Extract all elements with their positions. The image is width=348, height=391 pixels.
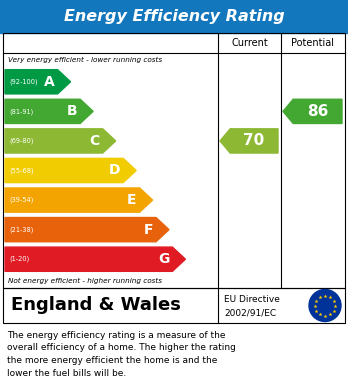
Polygon shape	[5, 158, 136, 183]
Text: Not energy efficient - higher running costs: Not energy efficient - higher running co…	[8, 278, 162, 284]
Polygon shape	[5, 217, 169, 242]
Text: Current: Current	[231, 38, 268, 48]
Text: C: C	[89, 134, 100, 148]
Text: EU Directive: EU Directive	[224, 295, 280, 304]
Polygon shape	[283, 99, 342, 124]
Text: G: G	[158, 252, 169, 266]
Text: D: D	[109, 163, 120, 178]
Bar	[0, 0, 348, 33]
Bar	[3, 33, 345, 288]
Text: 86: 86	[307, 104, 328, 119]
Text: 2002/91/EC: 2002/91/EC	[224, 308, 276, 317]
Text: E: E	[127, 193, 137, 207]
Polygon shape	[5, 70, 71, 94]
Bar	[3, 288, 345, 323]
Circle shape	[309, 289, 341, 321]
Text: The energy efficiency rating is a measure of the
overall efficiency of a home. T: The energy efficiency rating is a measur…	[7, 331, 236, 377]
Polygon shape	[5, 188, 153, 212]
Text: Energy Efficiency Rating: Energy Efficiency Rating	[64, 9, 284, 24]
Text: (69-80): (69-80)	[9, 138, 33, 144]
Polygon shape	[220, 129, 278, 153]
Text: A: A	[44, 75, 55, 89]
Text: 70: 70	[244, 133, 265, 149]
Text: England & Wales: England & Wales	[11, 296, 181, 314]
Polygon shape	[5, 247, 185, 271]
Text: (55-68): (55-68)	[9, 167, 34, 174]
Text: F: F	[143, 222, 153, 237]
Text: Potential: Potential	[292, 38, 334, 48]
Text: (21-38): (21-38)	[9, 226, 33, 233]
Text: (1-20): (1-20)	[9, 256, 29, 262]
Text: B: B	[66, 104, 77, 118]
Polygon shape	[5, 129, 116, 153]
Text: Very energy efficient - lower running costs: Very energy efficient - lower running co…	[8, 57, 162, 63]
Text: (81-91): (81-91)	[9, 108, 33, 115]
Polygon shape	[5, 99, 93, 124]
Text: (92-100): (92-100)	[9, 79, 38, 85]
Text: (39-54): (39-54)	[9, 197, 33, 203]
